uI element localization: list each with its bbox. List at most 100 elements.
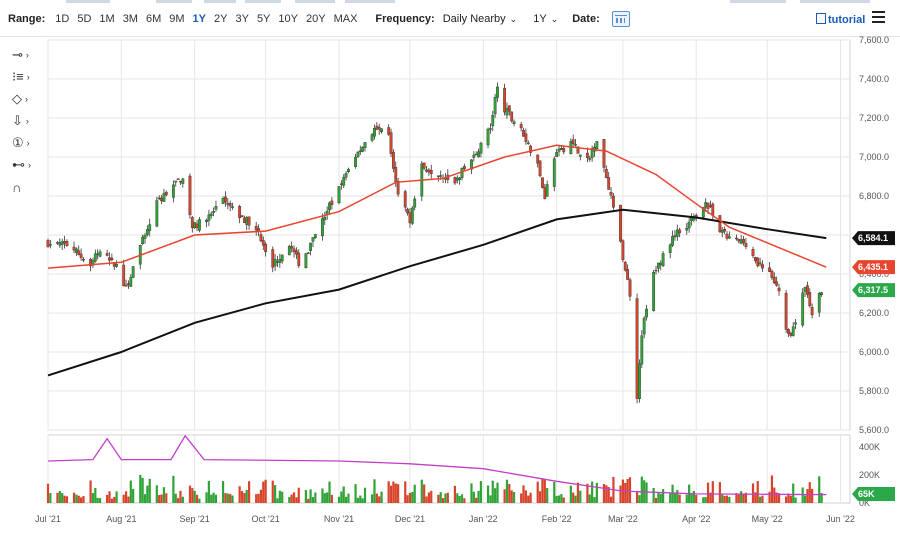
- candle-body: [292, 248, 296, 253]
- candle-body: [718, 215, 722, 232]
- volume-bar: [340, 491, 343, 503]
- calendar-icon[interactable]: [611, 11, 630, 27]
- ma-short-tag: 6,435.1: [858, 262, 888, 272]
- volume-bar: [685, 494, 688, 503]
- range-button-10y[interactable]: 10Y: [278, 13, 298, 25]
- period-dropdown[interactable]: 1Y ⌄: [533, 13, 558, 25]
- volume-bar: [314, 492, 317, 503]
- candle-body: [619, 204, 622, 242]
- volume-bar: [669, 493, 672, 503]
- candle-body: [590, 148, 594, 158]
- candle-body: [656, 262, 660, 269]
- chevron-right-icon: ›: [26, 72, 30, 82]
- candle-body: [489, 128, 492, 130]
- candle-body: [179, 180, 182, 183]
- volume-bar: [751, 483, 755, 503]
- candle-body: [413, 198, 417, 208]
- range-button-5y[interactable]: 5Y: [256, 13, 271, 25]
- candle-body: [221, 198, 225, 204]
- range-button-2y[interactable]: 2Y: [214, 13, 228, 25]
- volume-bar: [181, 496, 184, 503]
- volume-bar: [607, 487, 610, 503]
- candle-body: [751, 249, 755, 256]
- candle-body: [321, 218, 324, 237]
- price-tick-label: 7,000.0: [859, 152, 889, 162]
- range-button-20y[interactable]: 20Y: [305, 13, 326, 25]
- volume-bar: [557, 495, 561, 503]
- volume-bar: [212, 492, 215, 503]
- candle-body: [347, 169, 350, 173]
- volume-bar: [820, 492, 823, 503]
- volume-bar: [494, 488, 497, 503]
- candle-body: [190, 217, 194, 229]
- candle-body: [640, 335, 644, 365]
- shapes-tool[interactable]: ◇ ›: [12, 88, 48, 110]
- candle-body: [238, 206, 242, 219]
- fib-tool-icon: ⊷: [12, 157, 25, 172]
- volume-bar: [80, 497, 83, 503]
- range-button-5d[interactable]: 5D: [77, 13, 92, 25]
- range-button-1m[interactable]: 1M: [99, 13, 115, 25]
- candle-body: [422, 162, 426, 169]
- candle-body: [453, 177, 457, 184]
- hamburger-menu-icon[interactable]: [872, 11, 885, 23]
- candle-body: [604, 168, 608, 178]
- magnet-tool[interactable]: ∩: [12, 176, 48, 198]
- volume-bar: [75, 494, 78, 503]
- volume-bar: [240, 491, 244, 503]
- lines-tool[interactable]: ⁝≡ ›: [12, 66, 48, 88]
- candle-body: [621, 240, 625, 261]
- candle-body: [205, 219, 208, 223]
- volume-bar: [274, 485, 277, 503]
- candle-body: [529, 145, 533, 153]
- volume-bar: [98, 498, 102, 503]
- candle-body: [789, 332, 793, 336]
- time-tick-label: Mar '22: [608, 514, 638, 524]
- range-button-3y[interactable]: 3Y: [235, 13, 249, 25]
- volume-bar: [725, 495, 729, 503]
- volume-bar: [214, 494, 218, 503]
- volume-bar: [508, 484, 511, 503]
- volume-bar: [229, 494, 232, 503]
- volume-bar: [676, 490, 679, 503]
- tutorial-link[interactable]: tutorial: [816, 13, 865, 26]
- volume-bar: [207, 480, 210, 503]
- arrow-tool[interactable]: ⇩ ›: [12, 110, 48, 132]
- annotation-tool[interactable]: ① ›: [12, 132, 48, 154]
- volume-bar: [529, 492, 532, 503]
- candle-body: [578, 154, 582, 157]
- volume-bar: [555, 495, 558, 503]
- volume-bar: [538, 491, 542, 503]
- range-button-9m[interactable]: 9M: [169, 13, 185, 25]
- volume-bar: [692, 490, 695, 503]
- crosshair-tool[interactable]: ⊸ ›: [12, 44, 48, 66]
- ma-short-tag-bg: [852, 260, 895, 275]
- candle-body: [808, 292, 812, 307]
- range-button-max[interactable]: MAX: [333, 13, 358, 25]
- candle-body: [787, 329, 790, 334]
- volume-bar: [503, 489, 506, 503]
- frequency-dropdown[interactable]: Daily Nearby ⌄: [443, 13, 518, 25]
- volume-bar: [574, 495, 577, 503]
- range-button-1y[interactable]: 1Y: [192, 13, 206, 25]
- volume-tick-label: 0K: [859, 498, 870, 508]
- candle-body: [141, 236, 145, 244]
- range-button-1d[interactable]: 1D: [55, 13, 70, 25]
- candle-body: [541, 177, 544, 188]
- candle-body: [472, 154, 476, 158]
- candle-body: [526, 142, 530, 145]
- fib-tool[interactable]: ⊷ ›: [12, 154, 48, 176]
- range-button-3m[interactable]: 3M: [122, 13, 138, 25]
- time-tick-label: Sep '21: [180, 514, 210, 524]
- range-button-6m[interactable]: 6M: [145, 13, 162, 25]
- candle-body: [242, 217, 246, 223]
- candle-body: [711, 203, 715, 216]
- candle-body: [673, 235, 677, 238]
- candle-body: [727, 236, 731, 239]
- volume-bar: [437, 494, 440, 503]
- candle-body: [380, 128, 383, 133]
- volume-bar: [91, 493, 95, 503]
- candle-body: [803, 287, 807, 292]
- volume-bar: [195, 494, 199, 503]
